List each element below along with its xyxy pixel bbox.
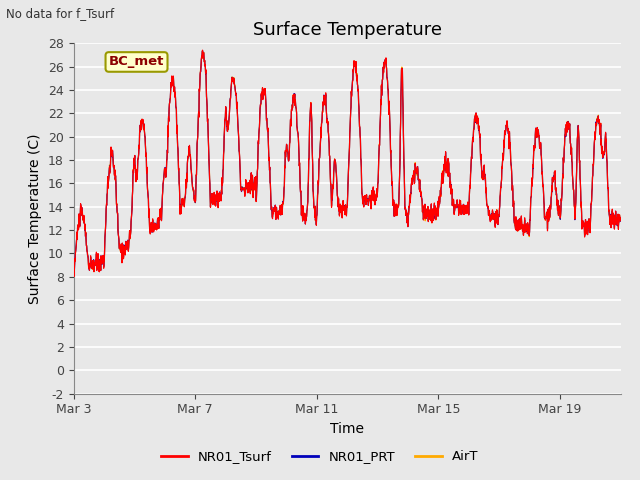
NR01_Tsurf: [296, 185, 304, 191]
NR01_PRT: [275, 208, 283, 214]
NR01_Tsurf: [187, 160, 195, 166]
AirT: [444, 171, 452, 177]
AirT: [101, 229, 109, 235]
Line: AirT: AirT: [74, 51, 621, 276]
AirT: [199, 48, 207, 54]
AirT: [187, 160, 195, 166]
NR01_Tsurf: [70, 274, 78, 279]
NR01_PRT: [294, 128, 301, 133]
NR01_PRT: [199, 48, 207, 54]
Line: NR01_PRT: NR01_PRT: [74, 51, 621, 275]
NR01_Tsurf: [444, 172, 452, 178]
NR01_PRT: [70, 268, 77, 274]
NR01_PRT: [70, 272, 78, 278]
AirT: [617, 218, 625, 224]
NR01_Tsurf: [199, 47, 207, 53]
AirT: [70, 273, 78, 279]
NR01_Tsurf: [275, 208, 283, 214]
NR01_Tsurf: [617, 218, 625, 224]
NR01_PRT: [187, 159, 195, 165]
Legend: NR01_Tsurf, NR01_PRT, AirT: NR01_Tsurf, NR01_PRT, AirT: [156, 445, 484, 468]
Line: NR01_Tsurf: NR01_Tsurf: [74, 50, 621, 276]
AirT: [70, 270, 77, 276]
Text: No data for f_Tsurf: No data for f_Tsurf: [6, 7, 115, 20]
Title: Surface Temperature: Surface Temperature: [253, 21, 442, 39]
NR01_PRT: [444, 172, 452, 178]
AirT: [296, 184, 304, 190]
NR01_PRT: [296, 184, 304, 190]
AirT: [275, 207, 283, 213]
Text: BC_met: BC_met: [109, 56, 164, 69]
X-axis label: Time: Time: [330, 422, 364, 436]
NR01_PRT: [617, 218, 625, 224]
AirT: [294, 129, 301, 134]
NR01_Tsurf: [70, 268, 77, 274]
NR01_Tsurf: [294, 129, 301, 134]
Y-axis label: Surface Temperature (C): Surface Temperature (C): [28, 133, 42, 304]
NR01_Tsurf: [101, 230, 109, 236]
NR01_PRT: [101, 230, 109, 236]
